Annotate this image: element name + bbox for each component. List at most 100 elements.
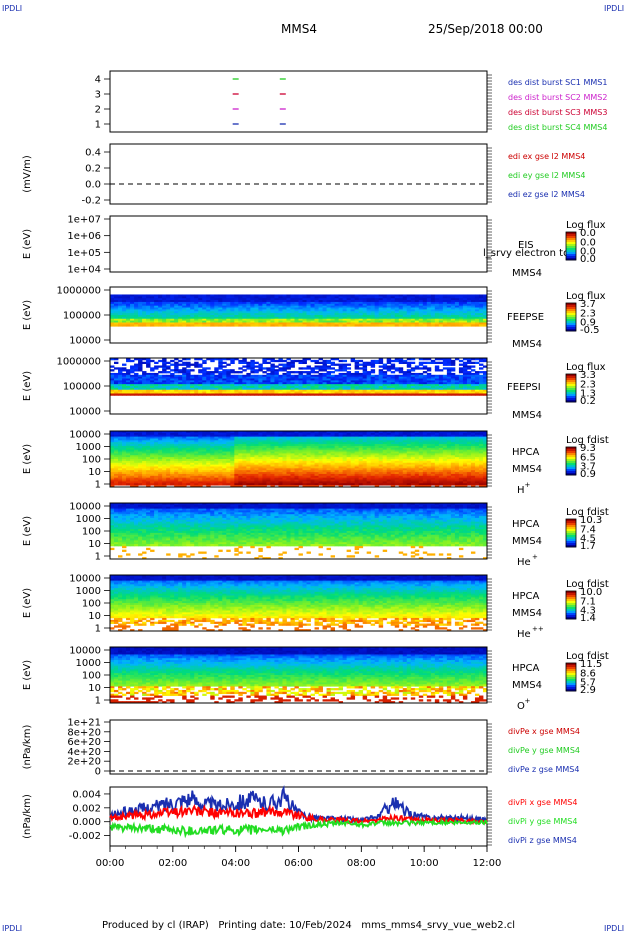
spectrogram-cell [258, 380, 263, 383]
spectrogram-cell [422, 309, 428, 312]
spectrogram-cell [298, 371, 303, 374]
spectrogram-cell [366, 361, 372, 364]
spectrogram-cell [202, 391, 207, 394]
spectrogram-cell [286, 393, 291, 396]
spectrogram-cell [442, 393, 448, 396]
spectrogram-cell [174, 460, 179, 464]
spectrogram-cell [378, 322, 384, 325]
spectrogram-cell [134, 384, 139, 387]
spectrogram-cell [214, 315, 219, 318]
spectrogram-cell [438, 320, 444, 323]
spectrogram-cell [186, 449, 191, 452]
spectrogram-cell [114, 382, 119, 385]
spectrogram-cell [162, 387, 167, 391]
spectrogram-cell [158, 389, 163, 392]
spectrogram-cell [418, 298, 424, 301]
spectrogram-cell [206, 477, 211, 480]
spectrogram-cell [270, 387, 275, 391]
spectrogram-cell [410, 361, 416, 364]
spectrogram-cell [290, 294, 295, 297]
spectrogram-cell [406, 391, 412, 394]
spectrogram-cell [246, 440, 251, 443]
spectrogram-cell [422, 303, 428, 307]
spectrogram-cell [274, 301, 279, 305]
spectrogram-cell [462, 372, 468, 376]
spectrogram-cell [182, 455, 187, 458]
spectrogram-cell [118, 303, 123, 307]
spectrogram-cell [254, 432, 259, 436]
spectrogram-cell [222, 384, 227, 387]
spectrogram-cell [182, 378, 187, 381]
spectrogram-cell [122, 296, 127, 299]
spectrogram-cell [434, 309, 440, 312]
spectrogram-cell [278, 298, 283, 301]
spectrogram-cell [170, 303, 175, 307]
spectrogram-cell [334, 384, 340, 387]
spectrogram-cell [270, 301, 275, 305]
spectrogram-cell [358, 372, 364, 376]
spectrogram-cell [482, 359, 488, 363]
spectrogram-cell [242, 318, 247, 321]
spectrogram-cell [162, 485, 167, 488]
spectrogram-cell [482, 313, 488, 316]
spectrogram-cell [182, 442, 187, 445]
spectrogram-cell [462, 294, 468, 297]
spectrogram-cell [110, 444, 115, 447]
spectrogram-cell [194, 298, 199, 301]
spectrogram-cell [278, 369, 283, 372]
spectrogram-cell [190, 324, 195, 327]
spectrogram-cell [266, 303, 271, 307]
spectrogram-cell [154, 316, 159, 320]
spectrogram-cell [318, 387, 323, 391]
spectrogram-cell [218, 481, 223, 484]
spectrogram-cell [150, 298, 155, 301]
spectrogram-cell [294, 389, 299, 392]
spectrogram-cell [238, 466, 243, 469]
spectrogram-cell [194, 483, 199, 486]
spectrogram-cell [202, 298, 207, 301]
spectrogram-cell [130, 315, 135, 318]
spectrogram-cell [118, 316, 123, 320]
spectrogram-cell [198, 391, 203, 394]
spectrogram-cell [210, 358, 215, 361]
spectrogram-cell [122, 380, 127, 383]
spectrogram-cell [122, 470, 127, 473]
spectrogram-cell [190, 434, 195, 437]
spectrogram-cell [450, 393, 456, 396]
spectrogram-cell [274, 386, 279, 389]
spectrogram-cell [394, 369, 400, 372]
spectrogram-cell [250, 477, 255, 480]
spectrogram-cell [382, 324, 388, 327]
spectrogram-cell [282, 296, 287, 299]
colorbar-cell [566, 313, 576, 316]
spectrogram-cell [322, 300, 327, 303]
spectrogram-cell [134, 378, 139, 381]
spectrogram-cell [250, 483, 255, 486]
spectrogram-cell [170, 473, 175, 477]
spectrogram-cell [254, 374, 259, 378]
spectrogram-cell [138, 382, 143, 385]
spectrogram-cell [230, 438, 235, 441]
spectrogram-cell [466, 387, 472, 391]
spectrogram-cell [174, 453, 179, 456]
spectrogram-cell [454, 298, 460, 301]
spectrogram-cell [182, 361, 187, 364]
spectrogram-cell [158, 457, 163, 460]
spectrogram-cell [362, 313, 368, 316]
spectrogram-cell [330, 384, 335, 387]
spectrogram-cell [458, 391, 464, 394]
spectrogram-cell [154, 380, 159, 383]
spectrogram-cell [414, 311, 420, 314]
spectrogram-cell [206, 464, 211, 467]
spectrogram-cell [242, 320, 247, 323]
spectrogram-cell [334, 380, 340, 383]
spectrogram-cell [150, 468, 155, 471]
spectrogram-cell [250, 481, 255, 484]
spectrogram-cell [222, 378, 227, 381]
spectrogram-cell [342, 322, 348, 325]
spectrogram-cell [422, 382, 428, 385]
spectrogram-cell [294, 316, 299, 320]
spectrogram-cell [374, 303, 380, 307]
spectrogram-cell [222, 386, 227, 389]
spectrogram-cell [178, 470, 183, 473]
